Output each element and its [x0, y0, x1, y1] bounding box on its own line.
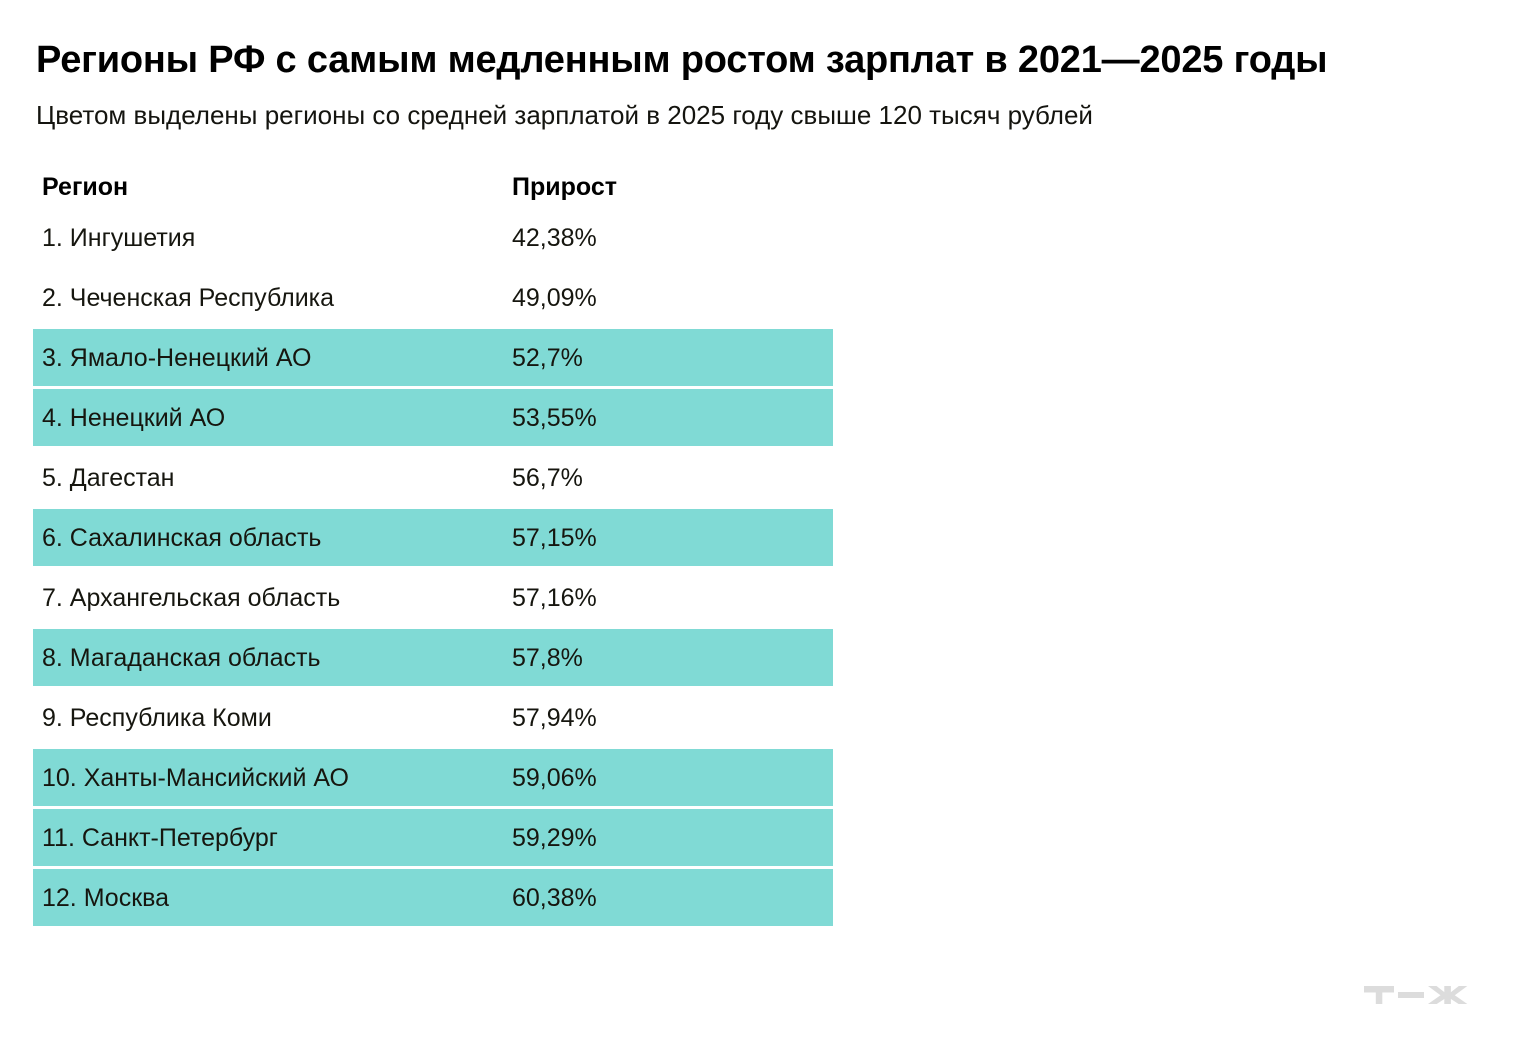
cell-growth: 57,8%	[512, 643, 583, 672]
page-subtitle: Цветом выделены регионы со средней зарпл…	[36, 100, 1093, 130]
table-row: 4. Ненецкий АО 53,55%	[33, 389, 833, 446]
table-row: 10. Ханты-Мансийский АО 59,06%	[33, 749, 833, 806]
column-header-growth: Прирост	[512, 173, 617, 201]
cell-growth: 57,94%	[512, 703, 597, 732]
cell-growth: 59,06%	[512, 763, 597, 792]
table-body: 1. Ингушетия 42,38% 2. Чеченская Республик…	[33, 209, 833, 926]
cell-growth: 56,7%	[512, 463, 583, 492]
cell-growth: 57,16%	[512, 583, 597, 612]
cell-region: 11. Санкт-Петербург	[42, 823, 278, 852]
cell-region: 5. Дагестан	[42, 463, 175, 492]
cell-growth: 60,38%	[512, 883, 597, 912]
cell-growth: 53,55%	[512, 403, 597, 432]
cell-region: 8. Магаданская область	[42, 643, 321, 672]
cell-growth: 52,7%	[512, 343, 583, 372]
cell-region: 6. Сахалинская область	[42, 523, 322, 552]
table-row: 6. Сахалинская область 57,15%	[33, 509, 833, 566]
cell-region: 9. Республика Коми	[42, 703, 272, 732]
table-header-row: Регион Прирост	[33, 165, 833, 209]
cell-region: 10. Ханты-Мансийский АО	[42, 763, 349, 792]
cell-region: 1. Ингушетия	[42, 223, 196, 252]
headline-block: Регионы РФ с самым медленным ростом зарп…	[36, 36, 1486, 132]
cell-growth: 42,38%	[512, 223, 597, 252]
table-row: 12. Москва 60,38%	[33, 869, 833, 926]
table-row: 3. Ямало-Ненецкий АО 52,7%	[33, 329, 833, 386]
table-row: 7. Архангельская область 57,16%	[33, 569, 833, 626]
tinkoff-journal-logo	[1364, 978, 1472, 1012]
regions-table: Регион Прирост 1. Ингушетия 42,38% 2. Чече…	[33, 165, 833, 926]
cell-growth: 49,09%	[512, 283, 597, 312]
cell-region: 3. Ямало-Ненецкий АО	[42, 343, 312, 372]
table-row: 8. Магаданская область 57,8%	[33, 629, 833, 686]
cell-region: 7. Архангельская область	[42, 583, 341, 612]
cell-region: 2. Чеченская Республика	[42, 283, 335, 312]
table-row: 2. Чеченская Республика 49,09%	[33, 269, 833, 326]
table-row: 1. Ингушетия 42,38%	[33, 209, 833, 266]
table-row: 5. Дагестан 56,7%	[33, 449, 833, 506]
cell-region: 4. Ненецкий АО	[42, 403, 226, 432]
table-row: 9. Республика Коми 57,94%	[33, 689, 833, 746]
cell-growth: 59,29%	[512, 823, 597, 852]
cell-region: 12. Москва	[42, 883, 170, 912]
column-header-region: Регион	[42, 173, 129, 201]
table-row: 11. Санкт-Петербург 59,29%	[33, 809, 833, 866]
cell-growth: 57,15%	[512, 523, 597, 552]
page-title: Регионы РФ с самым медленным ростом зарп…	[36, 39, 1328, 81]
